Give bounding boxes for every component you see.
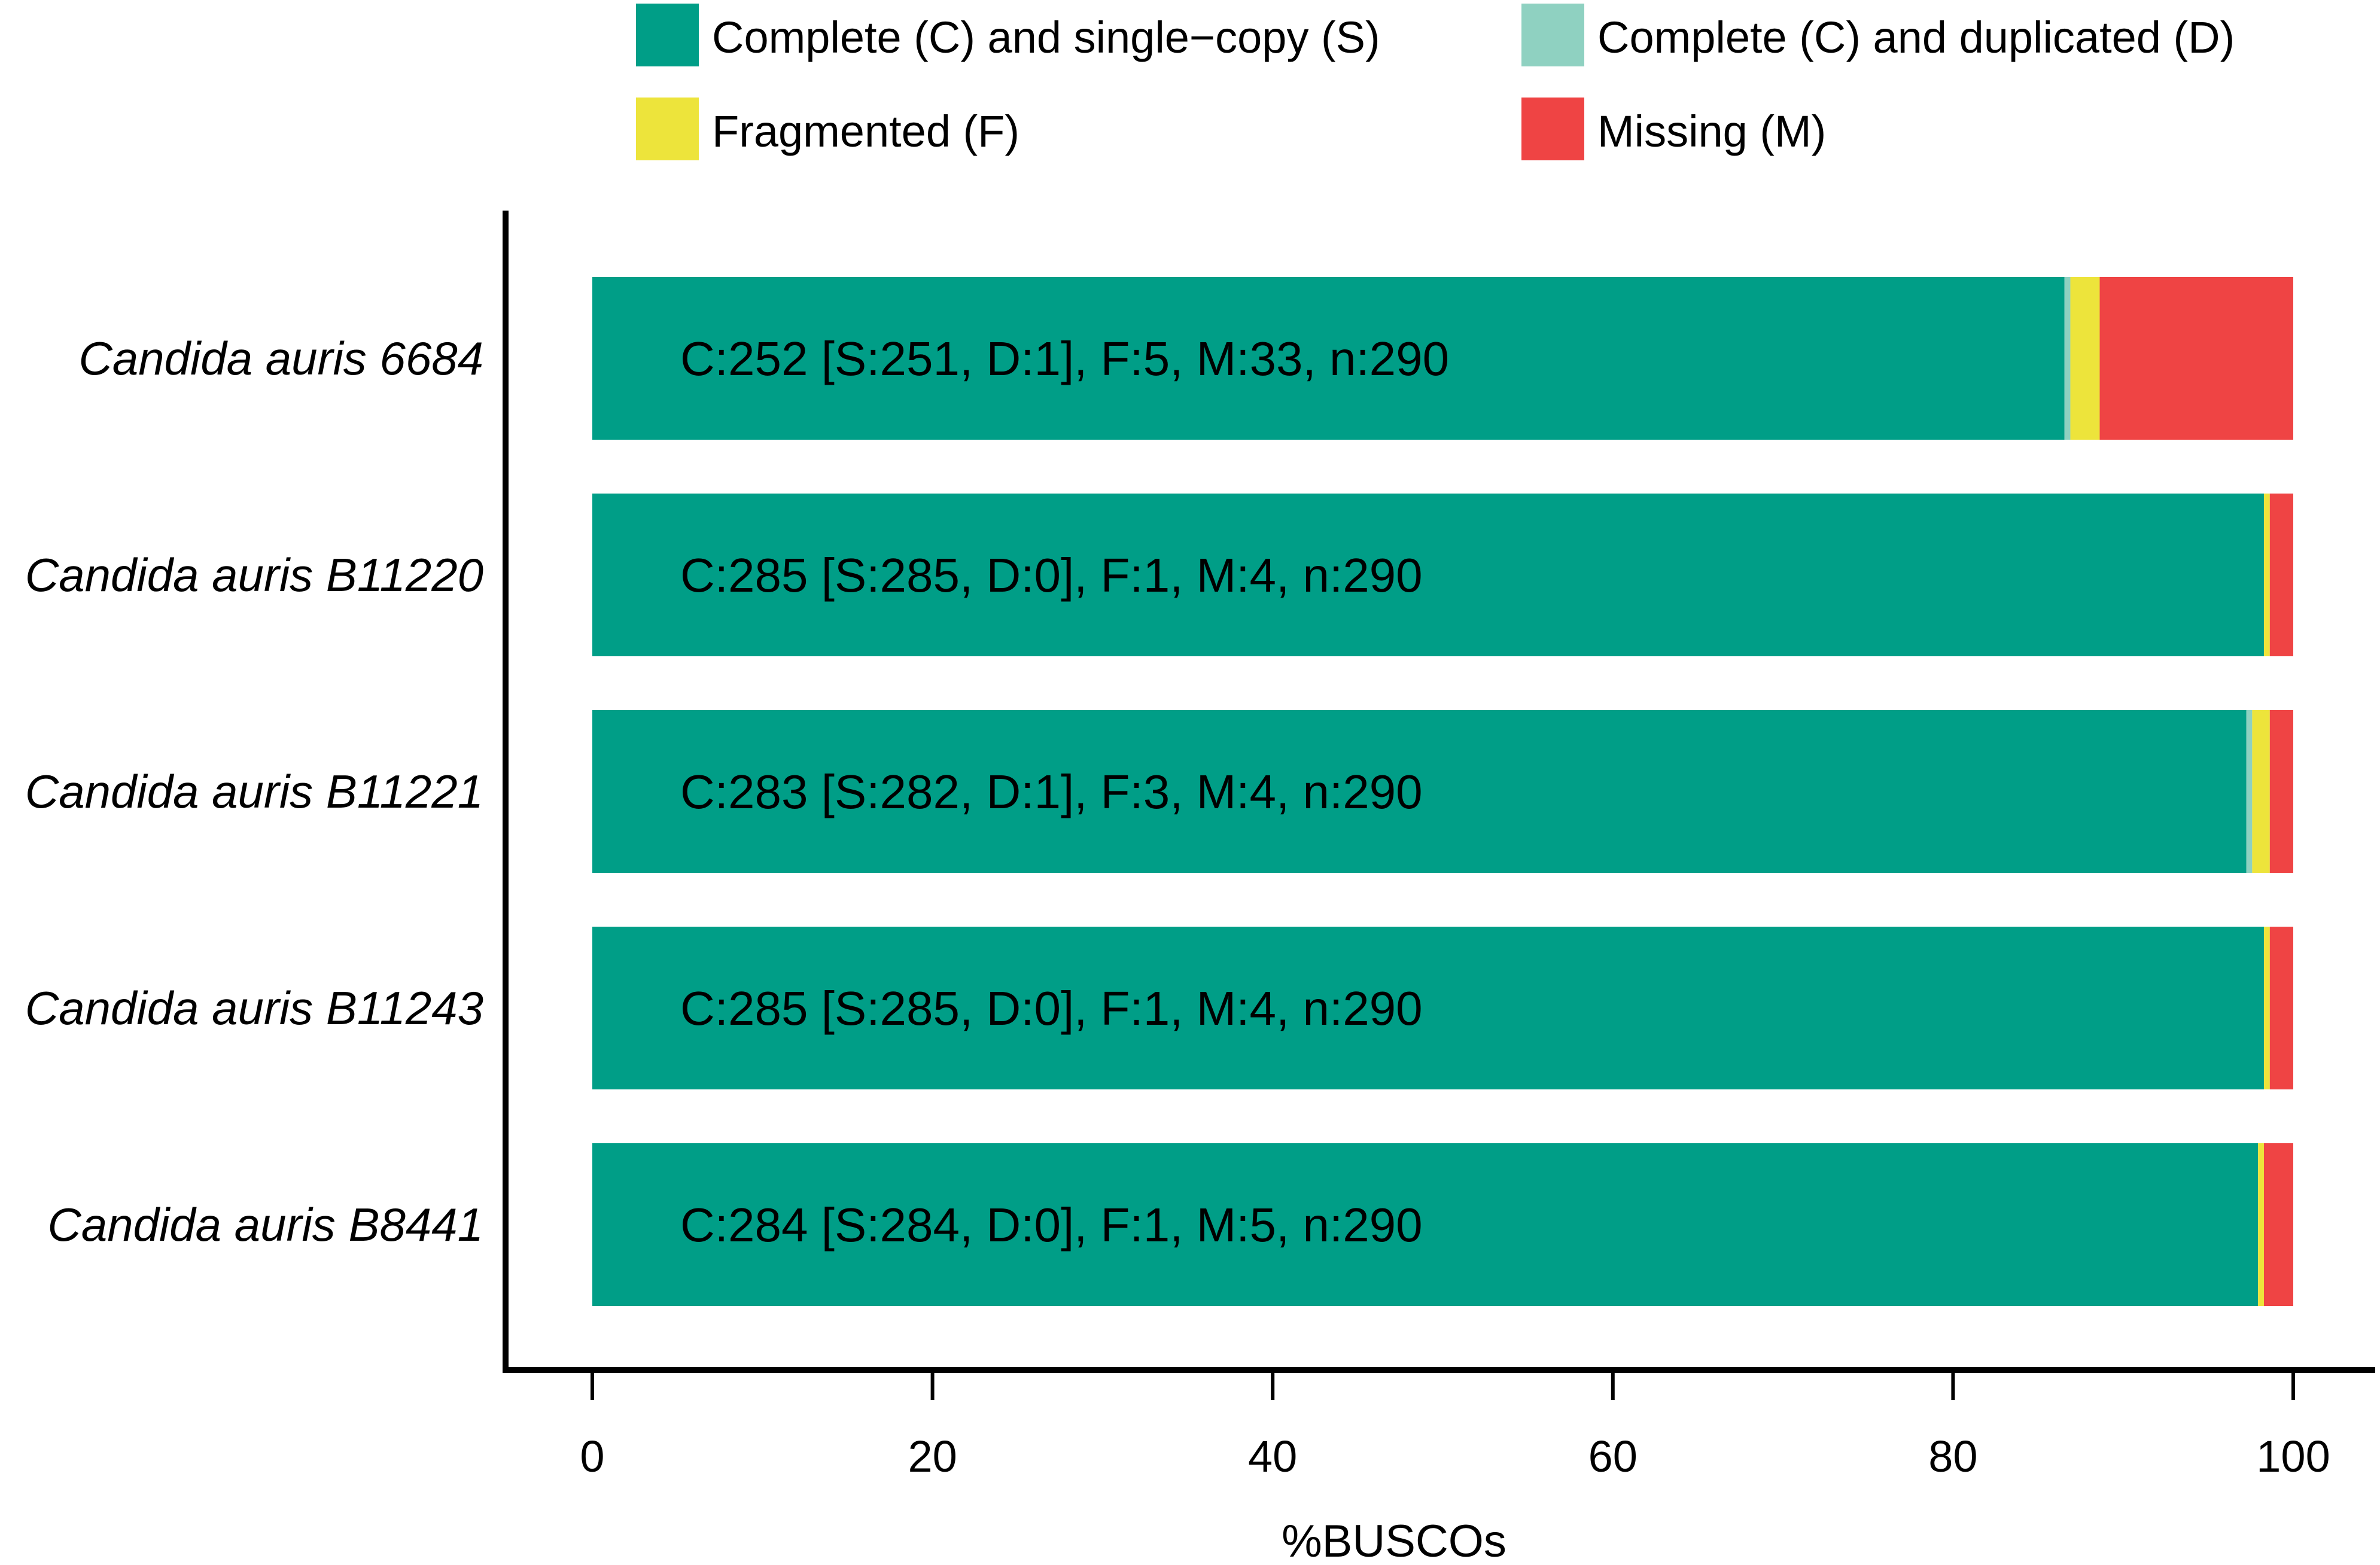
x-tick-label: 80 — [1928, 1432, 1977, 1481]
bar-summary-label: C:252 [S:251, D:1], F:5, M:33, n:290 — [680, 332, 1449, 385]
legend-label-D: Complete (C) and duplicated (D) — [1597, 13, 2235, 62]
legend-swatch-D — [1521, 4, 1584, 66]
x-tick-label: 40 — [1248, 1432, 1297, 1481]
bar-segment-D — [2246, 710, 2253, 873]
bar-segment-S — [592, 710, 2247, 873]
bar-segment-S — [592, 494, 2264, 656]
bar-row: C:284 [S:284, D:0], F:1, M:5, n:290 — [592, 1143, 2293, 1306]
bar-segment-S — [592, 1143, 2259, 1306]
x-tick-label: 20 — [908, 1432, 957, 1481]
bar-row: C:252 [S:251, D:1], F:5, M:33, n:290 — [592, 277, 2293, 440]
bar-summary-label: C:283 [S:282, D:1], F:3, M:4, n:290 — [680, 765, 1423, 818]
bar-segment-M — [2263, 1143, 2293, 1306]
axes: 0 20 40 60 80 100 — [503, 211, 2375, 1481]
bar-row: C:285 [S:285, D:0], F:1, M:4, n:290 — [592, 494, 2293, 656]
bar-row: C:283 [S:282, D:1], F:3, M:4, n:290 — [592, 710, 2293, 873]
bar-segment-M — [2269, 494, 2293, 656]
legend-swatch-M — [1521, 98, 1584, 160]
bars: C:252 [S:251, D:1], F:5, M:33, n:290 C:28… — [592, 277, 2293, 1306]
x-tick-label: 0 — [580, 1432, 604, 1481]
bar-segment-F — [2263, 927, 2270, 1089]
category-label: Candida auris 6684 — [79, 332, 483, 385]
bar-segment-F — [2263, 494, 2270, 656]
category-label: Candida auris B8441 — [47, 1198, 483, 1251]
legend-swatch-S — [636, 4, 699, 66]
x-tick-label: 60 — [1588, 1432, 1638, 1481]
bar-segment-F — [2252, 710, 2270, 873]
x-axis-title: %BUSCOs — [1282, 1516, 1506, 1565]
bar-segment-M — [2099, 277, 2293, 440]
bar-segment-M — [2269, 710, 2293, 873]
bar-segment-S — [592, 277, 2065, 440]
bar-segment-M — [2269, 927, 2293, 1089]
legend-swatch-F — [636, 98, 699, 160]
x-tick-label: 100 — [2256, 1432, 2330, 1481]
legend-label-S: Complete (C) and single−copy (S) — [712, 13, 1380, 62]
legend: Complete (C) and single−copy (S) Complete… — [636, 4, 2235, 160]
bar-segment-F — [2258, 1143, 2264, 1306]
legend-label-M: Missing (M) — [1597, 106, 1826, 156]
category-label: Candida auris B11243 — [25, 982, 483, 1034]
category-labels: Candida auris 6684 Candida auris B11220 Ca… — [25, 332, 483, 1251]
bar-segment-F — [2070, 277, 2100, 440]
bar-segment-D — [2064, 277, 2071, 440]
legend-label-F: Fragmented (F) — [712, 106, 1019, 156]
category-label: Candida auris B11220 — [25, 549, 483, 601]
bar-row: C:285 [S:285, D:0], F:1, M:4, n:290 — [592, 927, 2293, 1089]
bar-summary-label: C:285 [S:285, D:0], F:1, M:4, n:290 — [680, 549, 1423, 602]
bar-segment-S — [592, 927, 2264, 1089]
category-label: Candida auris B11221 — [25, 765, 483, 818]
bar-summary-label: C:285 [S:285, D:0], F:1, M:4, n:290 — [680, 982, 1423, 1035]
bar-summary-label: C:284 [S:284, D:0], F:1, M:5, n:290 — [680, 1198, 1423, 1252]
